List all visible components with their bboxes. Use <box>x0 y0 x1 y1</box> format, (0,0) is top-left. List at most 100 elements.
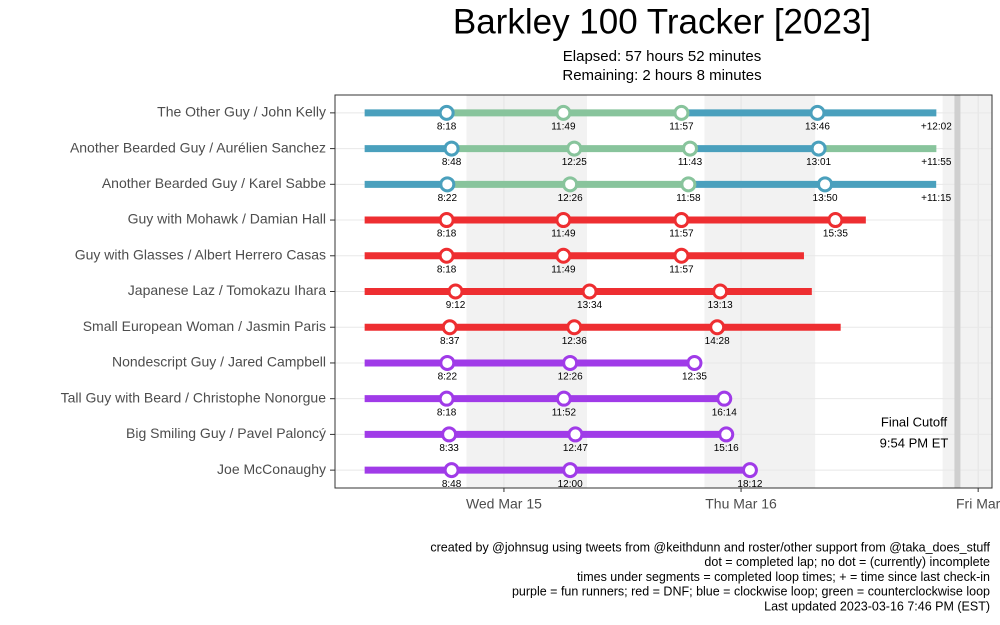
lap-dot <box>438 390 455 407</box>
lap-label: 12:26 <box>558 193 583 204</box>
lap-label: 9:12 <box>446 300 466 311</box>
chart-title: Barkley 100 Tracker [2023] <box>453 2 871 41</box>
lap-label: 8:18 <box>437 407 457 418</box>
y-tick-label: The Other Guy / John Kelly <box>157 104 326 120</box>
lap-dot <box>562 462 579 479</box>
lap-dot <box>555 104 572 121</box>
y-tick-label: Joe McConaughy <box>217 461 326 477</box>
lap-dot <box>682 140 699 157</box>
lap-dot <box>562 176 579 193</box>
cutoff-label: Final Cutoff <box>881 414 948 429</box>
lap-label: 16:14 <box>712 407 737 418</box>
lap-label: 8:33 <box>439 443 459 454</box>
lap-label: 13:01 <box>806 157 831 168</box>
lap-label: 11:49 <box>551 229 576 240</box>
y-tick-label: Guy with Glasses / Albert Herrero Casas <box>75 246 326 262</box>
lap-label: 18:12 <box>737 479 762 490</box>
panel-border <box>334 94 993 489</box>
y-tick-label: Japanese Laz / Tomokazu Ihara <box>128 282 326 298</box>
lap-label: 11:49 <box>551 264 576 275</box>
lap-label: 11:57 <box>669 264 694 275</box>
lap-dot <box>581 283 598 300</box>
lap-dot <box>686 354 703 371</box>
lap-label: 15:35 <box>823 229 848 240</box>
lap-dot <box>709 319 726 336</box>
lap-label: 13:34 <box>577 300 602 311</box>
x-tick-label: Wed Mar 15 <box>466 496 542 512</box>
y-tick-label: Big Smiling Guy / Pavel Paloncý <box>126 425 326 441</box>
lap-label: 15:16 <box>714 443 739 454</box>
lap-dot <box>441 426 458 443</box>
lap-dot <box>439 176 456 193</box>
lap-dot <box>566 319 583 336</box>
lap-label: 11:58 <box>676 193 701 204</box>
lap-label: 8:48 <box>442 479 462 490</box>
lap-dot <box>555 247 572 264</box>
lap-dot <box>443 140 460 157</box>
current-label: +11:55 <box>921 157 952 168</box>
lap-dot <box>443 462 460 479</box>
current-label: +12:02 <box>921 122 952 133</box>
caption-line: times under segments = completed loop ti… <box>577 570 990 584</box>
lap-label: 12:26 <box>558 372 583 383</box>
y-tick-label: Guy with Mohawk / Damian Hall <box>128 211 326 227</box>
lap-label: 11:52 <box>552 407 577 418</box>
lap-dot <box>555 390 572 407</box>
lap-dot <box>438 104 455 121</box>
lap-label: 13:46 <box>805 122 830 133</box>
lap-label: 11:49 <box>551 122 576 133</box>
subtitle: Elapsed: 57 hours 52 minutes <box>563 48 761 65</box>
lap-dot <box>567 426 584 443</box>
x-tick-label: Thu Mar 16 <box>705 496 777 512</box>
lap-label: 14:28 <box>705 336 730 347</box>
y-tick-label: Another Bearded Guy / Aurélien Sanchez <box>70 139 326 155</box>
x-tick-label: Fri Mar <box>956 496 1000 512</box>
lap-dot <box>562 354 579 371</box>
lap-dot <box>673 104 690 121</box>
lap-label: 12:25 <box>562 157 587 168</box>
lap-label: 8:22 <box>438 372 458 383</box>
lap-dot <box>438 212 455 229</box>
lap-dot <box>680 176 697 193</box>
lap-dot <box>827 212 844 229</box>
y-tick-label: Nondescript Guy / Jared Campbell <box>112 354 326 370</box>
lap-label: 8:18 <box>437 229 457 240</box>
lap-label: 8:48 <box>442 157 462 168</box>
lap-label: 8:22 <box>438 193 458 204</box>
lap-label: 13:13 <box>708 300 733 311</box>
lap-dot <box>555 212 572 229</box>
lap-dot <box>438 247 455 264</box>
lap-label: 11:57 <box>669 229 694 240</box>
lap-label: 12:00 <box>558 479 583 490</box>
caption-line: dot = completed lap; no dot = (currently… <box>704 555 990 569</box>
caption-line: Last updated 2023-03-16 7:46 PM (EST) <box>764 599 990 613</box>
caption-line: purple = fun runners; red = DNF; blue = … <box>512 585 990 599</box>
lap-label: 12:36 <box>562 336 587 347</box>
y-tick-label: Small European Woman / Jasmin Paris <box>83 318 326 334</box>
lap-dot <box>810 140 827 157</box>
y-tick-label: Tall Guy with Beard / Christophe Nonorgu… <box>61 389 327 405</box>
lap-label: 11:57 <box>669 122 694 133</box>
lap-dot <box>716 390 733 407</box>
lap-label: 12:47 <box>563 443 588 454</box>
lap-dot <box>741 462 758 479</box>
lap-dot <box>441 319 458 336</box>
lap-dot <box>718 426 735 443</box>
cutoff-label: 9:54 PM ET <box>880 435 949 450</box>
lap-label: 8:37 <box>440 336 460 347</box>
current-label: +11:15 <box>921 193 952 204</box>
lap-dot <box>447 283 464 300</box>
lap-label: 12:35 <box>682 372 707 383</box>
lap-dot <box>439 354 456 371</box>
lap-label: 13:50 <box>813 193 838 204</box>
lap-dot <box>566 140 583 157</box>
lap-label: 11:43 <box>678 157 703 168</box>
y-tick-label: Another Bearded Guy / Karel Sabbe <box>102 175 326 191</box>
caption-line: created by @johnsug using tweets from @k… <box>430 540 990 554</box>
lap-dot <box>809 104 826 121</box>
lap-dot <box>817 176 834 193</box>
lap-label: 8:18 <box>437 264 457 275</box>
subtitle: Remaining: 2 hours 8 minutes <box>562 67 761 84</box>
lap-label: 8:18 <box>437 122 457 133</box>
